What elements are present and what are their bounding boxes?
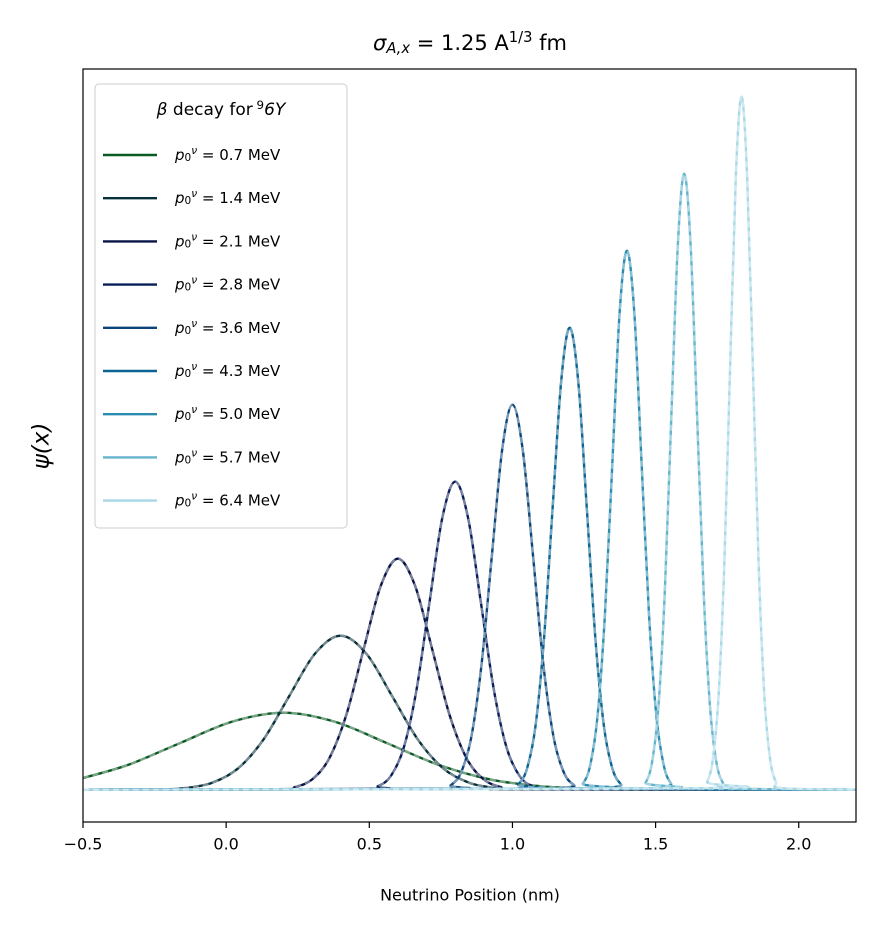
- fit-overlay: [83, 711, 856, 791]
- legend-label: p0ν = 5.7 MeV: [174, 447, 281, 467]
- x-axis-label: Neutrino Position (nm): [380, 886, 560, 905]
- plot-frame: [82, 68, 857, 823]
- series-line: [83, 711, 856, 791]
- legend-title: β decay for 96Y: [156, 98, 287, 120]
- legend-label: p0ν = 5.0 MeV: [174, 404, 281, 424]
- chart-title: σA,x = 1.25 A1/3 fm: [373, 29, 567, 57]
- legend-label: p0ν = 4.3 MeV: [174, 361, 281, 381]
- x-tick-label: 2.0: [786, 835, 811, 854]
- legend-label: p0ν = 2.8 MeV: [174, 274, 281, 294]
- fit-overlay: [83, 634, 856, 791]
- fit-overlay: [83, 326, 856, 791]
- legend-label: p0ν = 2.1 MeV: [174, 231, 281, 251]
- fit-overlay: [83, 249, 856, 791]
- x-tick-label: 0.0: [213, 835, 238, 854]
- fit-overlay: [83, 95, 856, 791]
- y-axis-label: ψ(x): [29, 423, 55, 470]
- x-tick-label: −0.5: [64, 835, 103, 854]
- legend-label: p0ν = 0.7 MeV: [174, 145, 281, 165]
- x-tick-label: 0.5: [357, 835, 382, 854]
- fit-overlay: [83, 403, 856, 791]
- series-line: [83, 95, 856, 791]
- legend-box: [94, 83, 348, 529]
- legend-label: p0ν = 1.4 MeV: [174, 188, 281, 208]
- series-line: [83, 326, 856, 791]
- x-tick-label: 1.0: [500, 835, 525, 854]
- legend-label: p0ν = 6.4 MeV: [174, 490, 281, 510]
- legend-label: p0ν = 3.6 MeV: [174, 317, 281, 337]
- series-line: [83, 557, 856, 791]
- series-line: [83, 634, 856, 791]
- x-tick-label: 1.5: [643, 835, 668, 854]
- series-line: [83, 403, 856, 791]
- plot-lines: [83, 95, 856, 791]
- series-line: [83, 172, 856, 791]
- fit-overlay: [83, 557, 856, 791]
- series-line: [83, 249, 856, 791]
- fit-overlay: [83, 172, 856, 791]
